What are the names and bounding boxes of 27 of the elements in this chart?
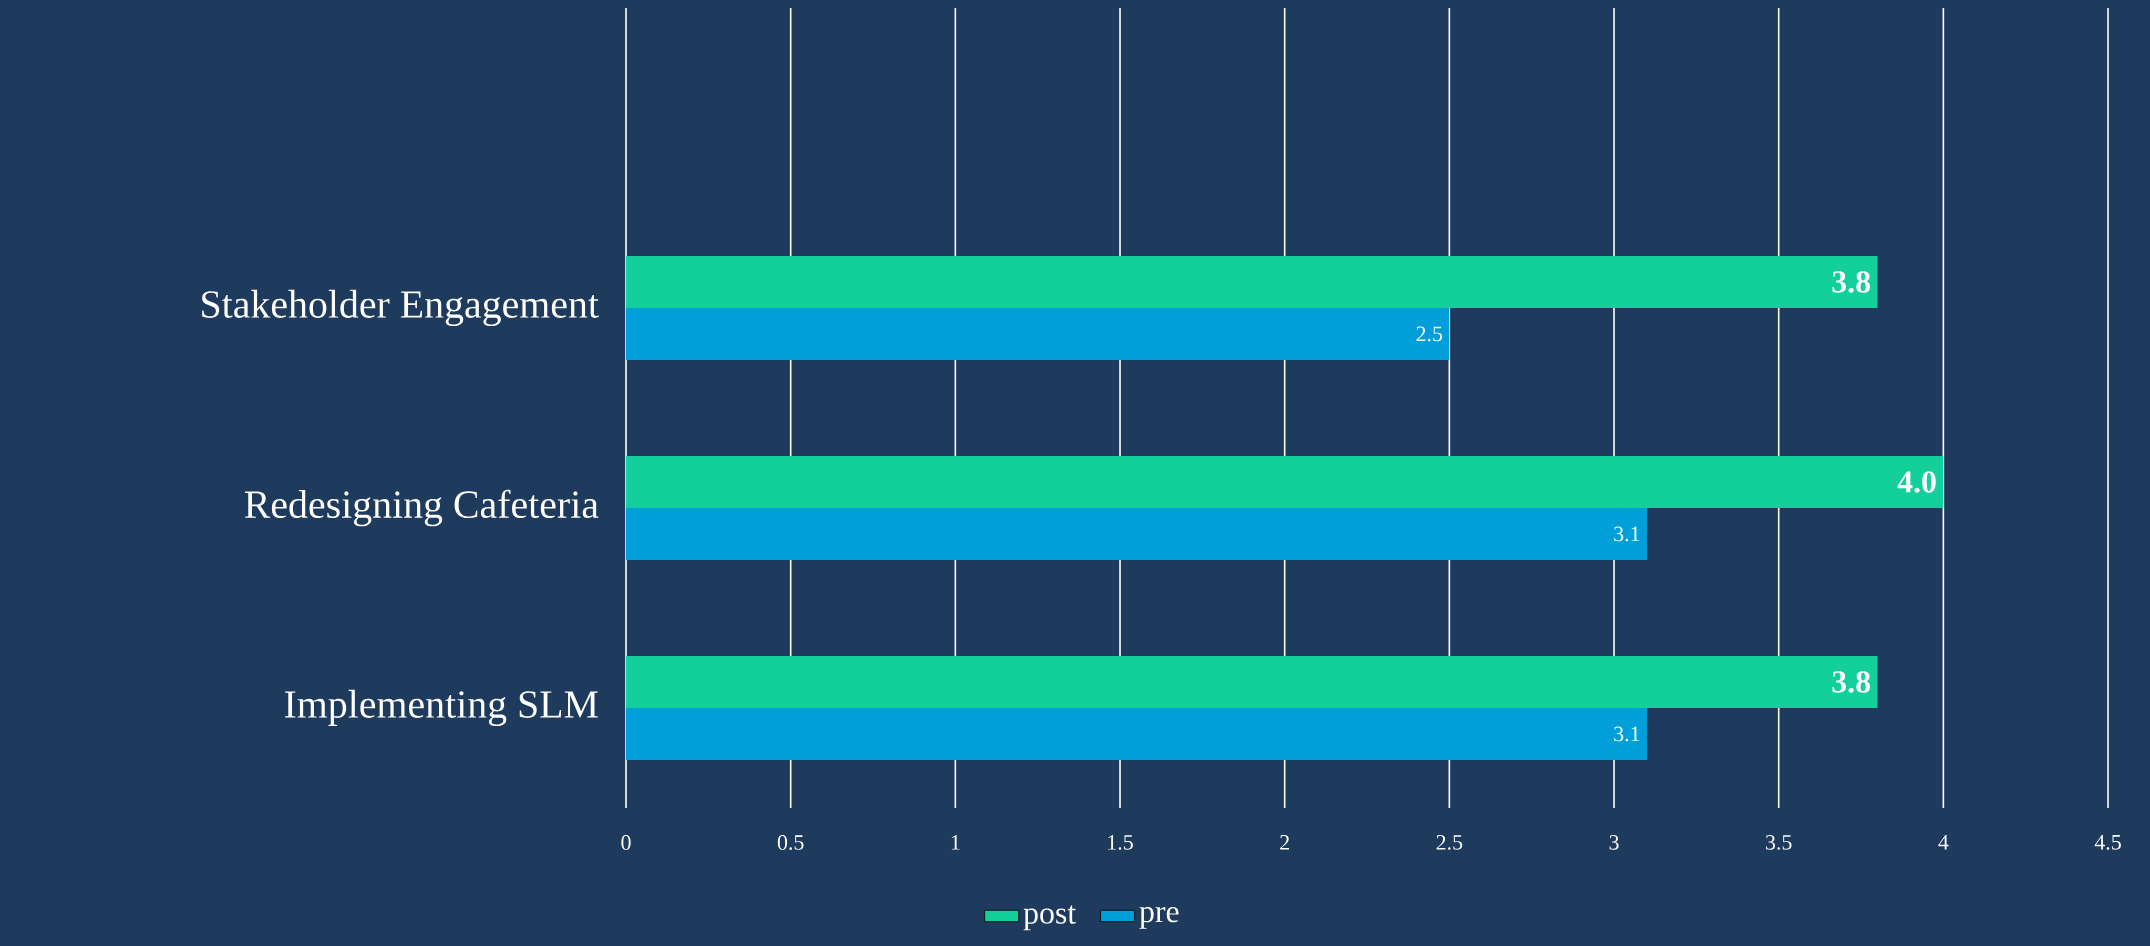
data-label: 3.1 — [1614, 526, 1640, 542]
y-tick-label: Redesigning Cafeteria — [244, 489, 599, 527]
bar — [626, 507, 1647, 560]
x-tick-label: 1.5 — [1108, 835, 1133, 850]
x-tick-label: 3.5 — [1766, 835, 1792, 850]
data-label: 3.1 — [1614, 726, 1640, 742]
x-tick-label: 4.5 — [2094, 835, 2121, 850]
bar — [626, 255, 1878, 308]
x-tick-label: 4 — [1938, 835, 1949, 850]
x-tick-label: 0.5 — [777, 835, 804, 850]
bar — [626, 307, 1450, 360]
data-label: 3.8 — [1832, 671, 1871, 693]
bar — [626, 655, 1878, 708]
x-tick-label: 0 — [621, 835, 631, 850]
data-label: 4.0 — [1897, 471, 1936, 493]
legend-label: post — [1023, 905, 1076, 931]
legend-label: pre — [1139, 906, 1179, 929]
x-tick-label: 2.5 — [1436, 835, 1463, 850]
data-label: 2.5 — [1416, 326, 1443, 342]
x-tick-label: 3 — [1609, 835, 1619, 850]
y-tick-label: Implementing SLM — [284, 689, 598, 727]
bar — [626, 455, 1944, 508]
data-label: 3.8 — [1832, 271, 1871, 293]
x-tick-label: 2 — [1280, 835, 1289, 850]
y-tick-label: Stakeholder Engagement — [202, 289, 599, 327]
x-tick-label: 1 — [951, 835, 960, 850]
bar — [626, 707, 1647, 760]
